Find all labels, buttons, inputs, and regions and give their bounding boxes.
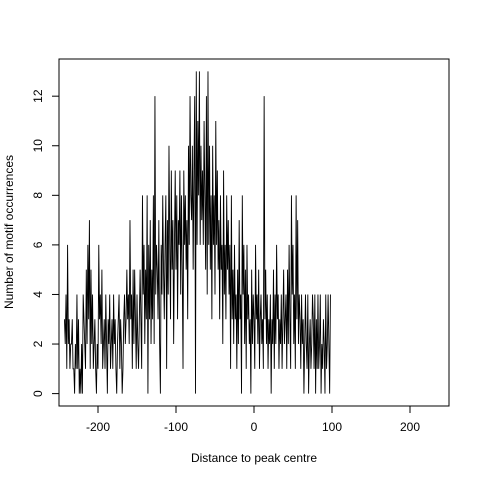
y-tick-label: 12 <box>31 89 45 103</box>
series-layer <box>64 71 331 394</box>
y-tick-label: 2 <box>31 340 45 347</box>
y-tick-label: 0 <box>31 390 45 397</box>
x-tick-label: -100 <box>164 420 188 434</box>
y-tick-label: 4 <box>31 291 45 298</box>
x-tick-label: 200 <box>400 420 420 434</box>
x-tick-label: 100 <box>322 420 342 434</box>
y-tick-label: 8 <box>31 192 45 199</box>
series-line <box>64 71 331 394</box>
y-tick-label: 10 <box>31 139 45 153</box>
y-tick-label: 6 <box>31 241 45 248</box>
x-tick-label: 0 <box>251 420 258 434</box>
y-axis-title: Number of motif occurrences <box>2 155 16 309</box>
y-axis: 0 2 4 6 8 10 12 <box>31 89 60 397</box>
x-axis: -200 -100 0 100 200 <box>86 405 420 434</box>
x-axis-title: Distance to peak centre <box>191 451 317 465</box>
x-tick-label: -200 <box>86 420 110 434</box>
